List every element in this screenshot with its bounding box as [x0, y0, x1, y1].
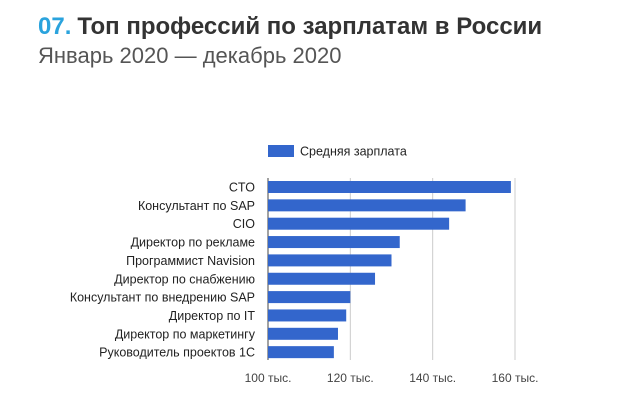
bars	[268, 181, 511, 359]
category-label: Руководитель проектов 1С	[99, 346, 255, 360]
bar	[268, 254, 392, 267]
bar	[268, 291, 351, 304]
x-axis-tick-labels: 100 тыс. 120 тыс. 140 тыс. 160 тыс.	[245, 371, 539, 385]
category-label: CTO	[229, 181, 255, 195]
bar	[268, 217, 450, 230]
x-tick-label: 160 тыс.	[492, 371, 539, 385]
category-label: Консультант по SAP	[138, 199, 255, 213]
category-label: Программист Navision	[126, 254, 255, 268]
chart-header: 07. Топ профессий по зарплатам в России Я…	[38, 12, 542, 70]
category-label: Директор по IT	[169, 309, 256, 323]
bar	[268, 236, 400, 249]
legend-swatch	[268, 145, 294, 157]
category-label: Консультант по внедрению SAP	[70, 291, 255, 305]
page-title: 07. Топ профессий по зарплатам в России	[38, 12, 542, 42]
bar	[268, 346, 334, 359]
category-label: CIO	[233, 217, 256, 231]
page-subtitle: Январь 2020 — декабрь 2020	[38, 43, 342, 68]
bar	[268, 181, 511, 193]
legend: Средняя зарплата	[268, 145, 407, 159]
legend-label: Средняя зарплата	[300, 145, 407, 159]
x-tick-label: 100 тыс.	[245, 371, 292, 385]
category-label: Директор по маркетингу	[115, 327, 256, 341]
bar	[268, 309, 347, 322]
x-tick-label: 140 тыс.	[409, 371, 456, 385]
x-tick-label: 120 тыс.	[327, 371, 374, 385]
category-label: Директор по рекламе	[131, 236, 255, 250]
bar	[268, 272, 376, 285]
title-number: 07.	[38, 13, 72, 40]
title-text: Топ профессий по зарплатам в России	[77, 13, 543, 40]
category-label: Директор по снабжению	[114, 272, 255, 286]
bar	[268, 327, 338, 340]
category-labels: CTO Консультант по SAP CIO Директор по рекл…	[70, 181, 256, 360]
bar	[268, 199, 466, 212]
